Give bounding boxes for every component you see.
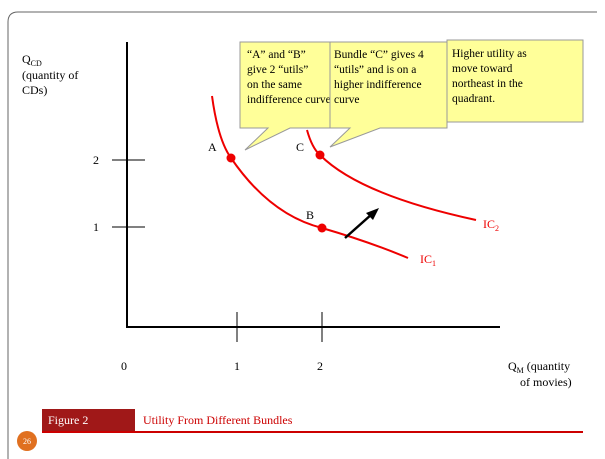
slide-number: 26	[23, 437, 31, 446]
indifference-curve	[211, 95, 409, 259]
callout: “A” and “B” give 2 “utils” on the same i…	[239, 41, 332, 151]
callout-text: northeast in the	[452, 78, 523, 90]
callout-text: move toward	[452, 63, 513, 75]
callout: Higher utility as move toward northeast …	[446, 39, 584, 123]
y-tick-label: 1	[93, 220, 99, 234]
callout: Bundle “C” gives 4 “utils” and is on a h…	[329, 41, 448, 148]
point	[317, 223, 327, 233]
callout-text: on the same	[247, 79, 302, 91]
y-axis-label: (quantity of	[22, 68, 78, 82]
point-label: B	[306, 208, 314, 222]
arrow-head	[366, 208, 379, 220]
curve-label: IC2	[483, 217, 499, 233]
point	[315, 150, 325, 160]
callout-text: quadrant.	[452, 93, 495, 105]
callout-text: Higher utility as	[452, 48, 527, 60]
slide-number-badge	[17, 431, 37, 451]
origin-label: 0	[121, 359, 127, 373]
callout-text: indifference curve	[247, 94, 331, 106]
slide-frame	[7, 11, 597, 459]
callout-text: higher indifference	[334, 79, 422, 91]
point-label: C	[296, 140, 304, 154]
y-axis-label: QCD	[22, 52, 42, 68]
callout-text: “utils” and is on a	[334, 64, 416, 76]
indifference-curve	[306, 129, 477, 221]
point-label: A	[208, 140, 217, 154]
x-tick-label: 1	[234, 359, 240, 373]
y-axis-label: CDs)	[22, 83, 47, 97]
x-tick-label: 2	[317, 359, 323, 373]
x-axis-label: of movies)	[520, 375, 572, 389]
callout-text: Bundle “C” gives 4	[334, 49, 424, 61]
arrow	[344, 213, 373, 239]
figure-caption: Utility From Different Bundles	[143, 413, 293, 427]
callout-text: “A” and “B”	[247, 49, 306, 61]
x-axis-label: QM (quantity	[508, 359, 570, 375]
callout-box	[446, 39, 584, 123]
callout-text: curve	[334, 94, 360, 106]
callout-text: give 2 “utils”	[247, 64, 308, 76]
figure-badge	[42, 409, 135, 431]
figure-number: Figure 2	[48, 413, 88, 427]
curve-label: IC1	[420, 252, 436, 268]
point	[226, 153, 236, 163]
y-tick-label: 2	[93, 153, 99, 167]
